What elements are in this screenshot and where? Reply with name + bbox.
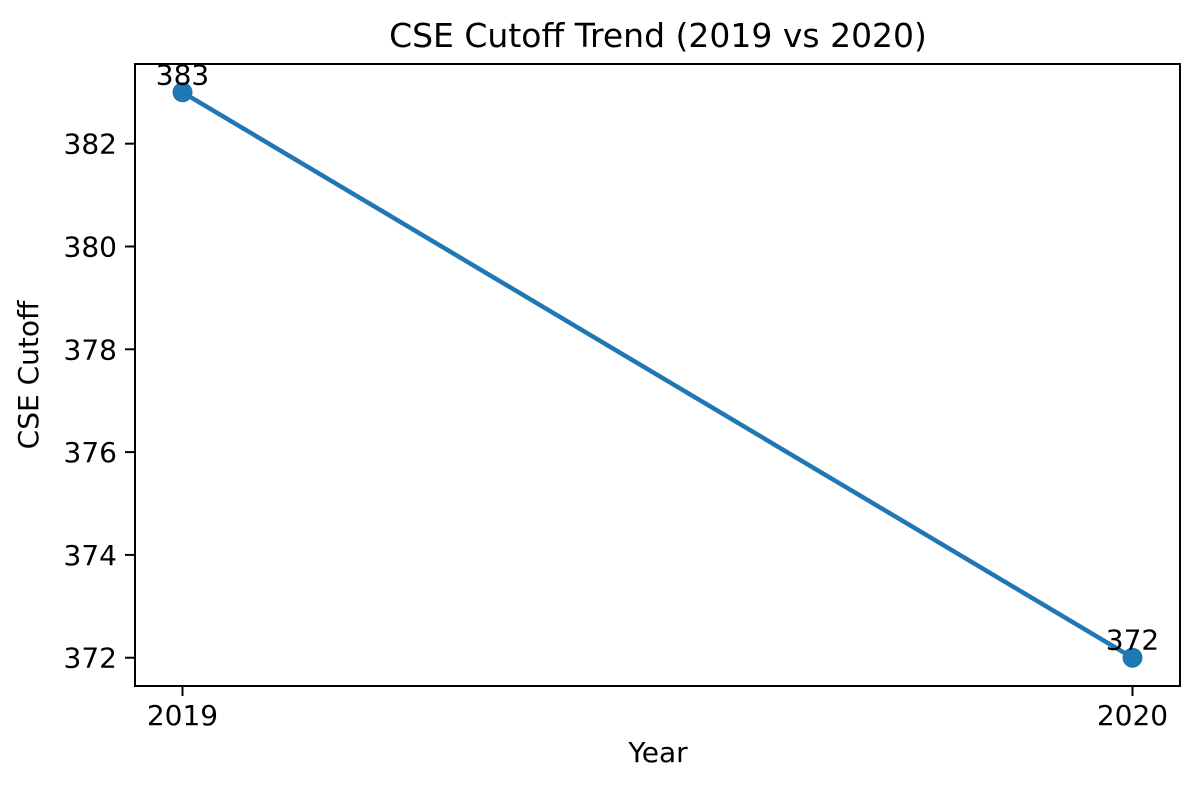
chart-title: CSE Cutoff Trend (2019 vs 2020): [389, 16, 927, 55]
x-tick-label: 2019: [147, 699, 218, 732]
y-axis-label: CSE Cutoff: [12, 300, 45, 449]
y-tick-label: 374: [64, 539, 117, 572]
series-layer: [172, 82, 1143, 668]
data-point-marker: [172, 82, 193, 103]
point-value-label: 383: [156, 58, 209, 91]
y-tick-label: 376: [64, 436, 117, 469]
point-labels-layer: 383 372: [156, 58, 1159, 656]
point-value-label: 372: [1106, 624, 1159, 657]
trend-line: [180, 90, 1135, 660]
x-axis-label: Year: [627, 736, 688, 769]
y-tick-label: 382: [64, 128, 117, 161]
x-tick-label: 2020: [1097, 699, 1168, 732]
y-tick-label: 372: [64, 642, 117, 675]
y-ticks-layer: 372 374 376 378 380 382: [64, 128, 135, 675]
y-tick-label: 380: [64, 230, 117, 263]
data-point-marker: [1122, 647, 1143, 668]
x-ticks-layer: 2019 2020: [147, 686, 1168, 732]
plot-area: [134, 63, 1181, 687]
y-tick-label: 378: [64, 333, 117, 366]
